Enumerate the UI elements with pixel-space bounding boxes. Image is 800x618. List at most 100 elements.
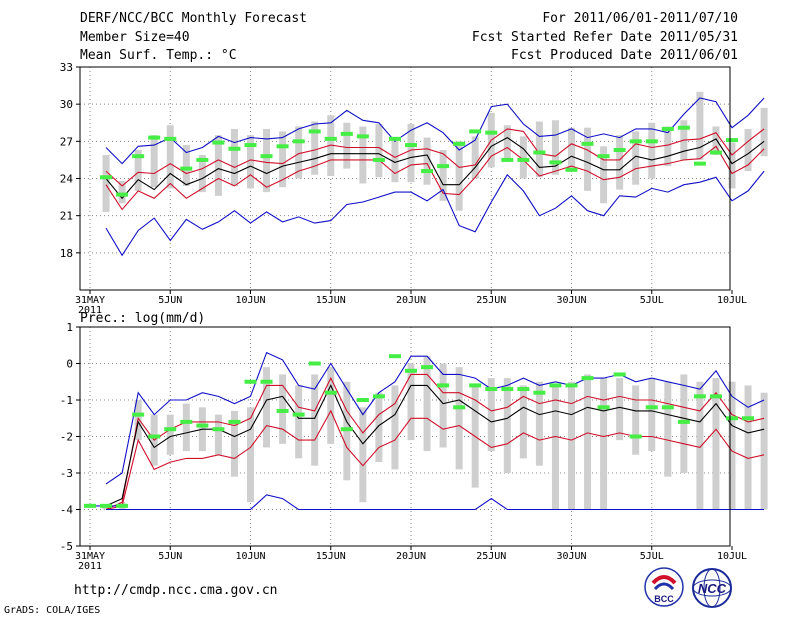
- chart-title: DERF/NCC/BCC Monthly Forecast: [80, 11, 307, 26]
- temp-observed-marker: [485, 130, 498, 135]
- prec-ensemble-bar: [616, 378, 624, 441]
- temp-observed-marker: [308, 129, 321, 134]
- prec-x-tick-label: 15JUN: [316, 551, 346, 562]
- prec-ensemble-bar: [712, 378, 720, 510]
- prec-series-max: [105, 351, 765, 485]
- temp-ensemble-bar: [551, 120, 559, 175]
- source-url: http://cmdp.ncc.cma.gov.cn: [74, 583, 278, 598]
- prec-observed-marker: [212, 427, 225, 432]
- temp-observed-marker: [677, 125, 690, 130]
- temp-ensemble-bar: [648, 122, 656, 179]
- prec-observed-marker: [292, 412, 305, 417]
- temp-observed-marker: [340, 131, 353, 136]
- temp-observed-marker: [437, 164, 450, 169]
- temp-observed-marker: [212, 140, 225, 145]
- temp-observed-marker: [629, 139, 642, 144]
- prec-ensemble-bar: [519, 385, 527, 459]
- temp-observed-marker: [276, 144, 289, 149]
- prec-ensemble-bar: [600, 378, 608, 510]
- prec-observed-marker: [613, 372, 626, 377]
- temp-ensemble-bar: [632, 131, 640, 185]
- temp-ensemble-bar: [439, 150, 447, 201]
- temp-observed-marker: [565, 167, 578, 172]
- temp-ensemble-bar: [744, 128, 752, 172]
- prec-ensemble-bar: [535, 381, 543, 466]
- temp-ensemble-bar: [568, 127, 575, 170]
- temp-ensemble-bar: [263, 128, 271, 193]
- prec-ensemble-bar: [375, 392, 383, 463]
- prec-ensemble-bar: [503, 378, 511, 473]
- temp-x-tick-label: 5JUN: [158, 295, 182, 306]
- temp-series-median: [105, 136, 765, 200]
- prec-observed-marker: [100, 503, 113, 508]
- temp-x-tick-label: 30JUN: [556, 295, 586, 306]
- temp-ensemble-bar: [343, 122, 351, 169]
- temp-observed-marker: [228, 146, 241, 151]
- temp-ensemble-bar: [503, 125, 511, 160]
- prec-observed-marker: [742, 416, 755, 421]
- temp-observed-marker: [613, 148, 626, 153]
- temp-observed-marker: [709, 150, 722, 155]
- temp-observed-marker: [148, 135, 161, 140]
- prec-ensemble-bar: [327, 367, 335, 444]
- temp-observed-marker: [597, 154, 610, 159]
- temp-ensemble-bar: [760, 107, 768, 157]
- temp-observed-marker: [549, 160, 562, 165]
- prec-x-tick-label: 30JUN: [556, 551, 586, 562]
- bcc-logo: BCC: [644, 567, 684, 607]
- prec-observed-marker: [356, 398, 369, 402]
- temp-ensemble-bar: [311, 121, 319, 175]
- prec-ensemble-bar: [744, 385, 752, 510]
- prec-observed-marker: [421, 365, 434, 370]
- prec-ensemble-bar: [423, 356, 431, 452]
- temp-ensemble-bar: [279, 131, 287, 188]
- temp-observed-marker: [324, 136, 337, 141]
- prec-ensemble-bar: [584, 374, 592, 510]
- prec-observed-marker: [581, 376, 594, 381]
- prec-observed-marker: [645, 405, 658, 410]
- prec-y-tick-label: -5: [60, 540, 73, 553]
- prec-ensemble-bar: [568, 381, 575, 510]
- temp-ensemble-bar: [150, 135, 158, 188]
- temp-series-lower-quartile: [105, 145, 765, 211]
- prec-ensemble-bar: [760, 392, 768, 510]
- temp-y-tick-label: 27: [60, 135, 73, 148]
- forecast-produced-date: Fcst Produced Date 2011/06/01: [511, 48, 738, 63]
- temp-observed-marker: [164, 136, 177, 141]
- prec-observed-marker: [661, 405, 674, 410]
- prec-observed-marker: [388, 354, 401, 359]
- ncc-logo: NCC: [692, 568, 732, 608]
- prec-ensemble-bar: [214, 414, 222, 455]
- prec-observed-marker: [180, 419, 193, 424]
- prec-observed-marker: [164, 427, 177, 432]
- temp-ensemble-bar: [584, 127, 592, 191]
- prec-observed-marker: [693, 394, 706, 399]
- temp-observed-marker: [292, 139, 305, 144]
- prec-ensemble-bar: [230, 410, 238, 477]
- temp-observed-marker: [116, 192, 129, 197]
- temp-ensemble-bar: [102, 154, 110, 212]
- prec-ensemble-bar: [632, 385, 640, 455]
- member-size-label: Member Size=40: [80, 30, 190, 45]
- temp-ensemble-bar: [712, 126, 720, 155]
- bcc-logo-text: BCC: [654, 594, 674, 604]
- temp-ensemble-bar: [535, 121, 543, 178]
- prec-observed-marker: [308, 361, 321, 366]
- temp-ensemble-bar: [375, 123, 383, 178]
- temp-observed-marker: [405, 143, 417, 148]
- temp-observed-marker: [372, 157, 385, 162]
- prec-ensemble-bar: [295, 385, 303, 459]
- prec-ensemble-bar: [391, 385, 399, 470]
- temp-observed-marker: [661, 126, 674, 131]
- prec-observed-marker: [453, 405, 466, 410]
- prec-observed-marker: [533, 390, 546, 395]
- variable-label: Mean Surf. Temp.: °C: [80, 48, 237, 63]
- temp-ensemble-bar: [696, 91, 704, 160]
- temp-ensemble-bar: [600, 146, 608, 204]
- temp-observed-marker: [645, 139, 658, 144]
- forecast-period: For 2011/06/01-2011/07/10: [542, 11, 738, 26]
- prec-y-tick-label: -4: [60, 504, 74, 517]
- prec-y-tick-label: 1: [66, 321, 73, 334]
- prec-y-tick-label: 0: [66, 358, 73, 371]
- prec-observed-marker: [405, 368, 417, 373]
